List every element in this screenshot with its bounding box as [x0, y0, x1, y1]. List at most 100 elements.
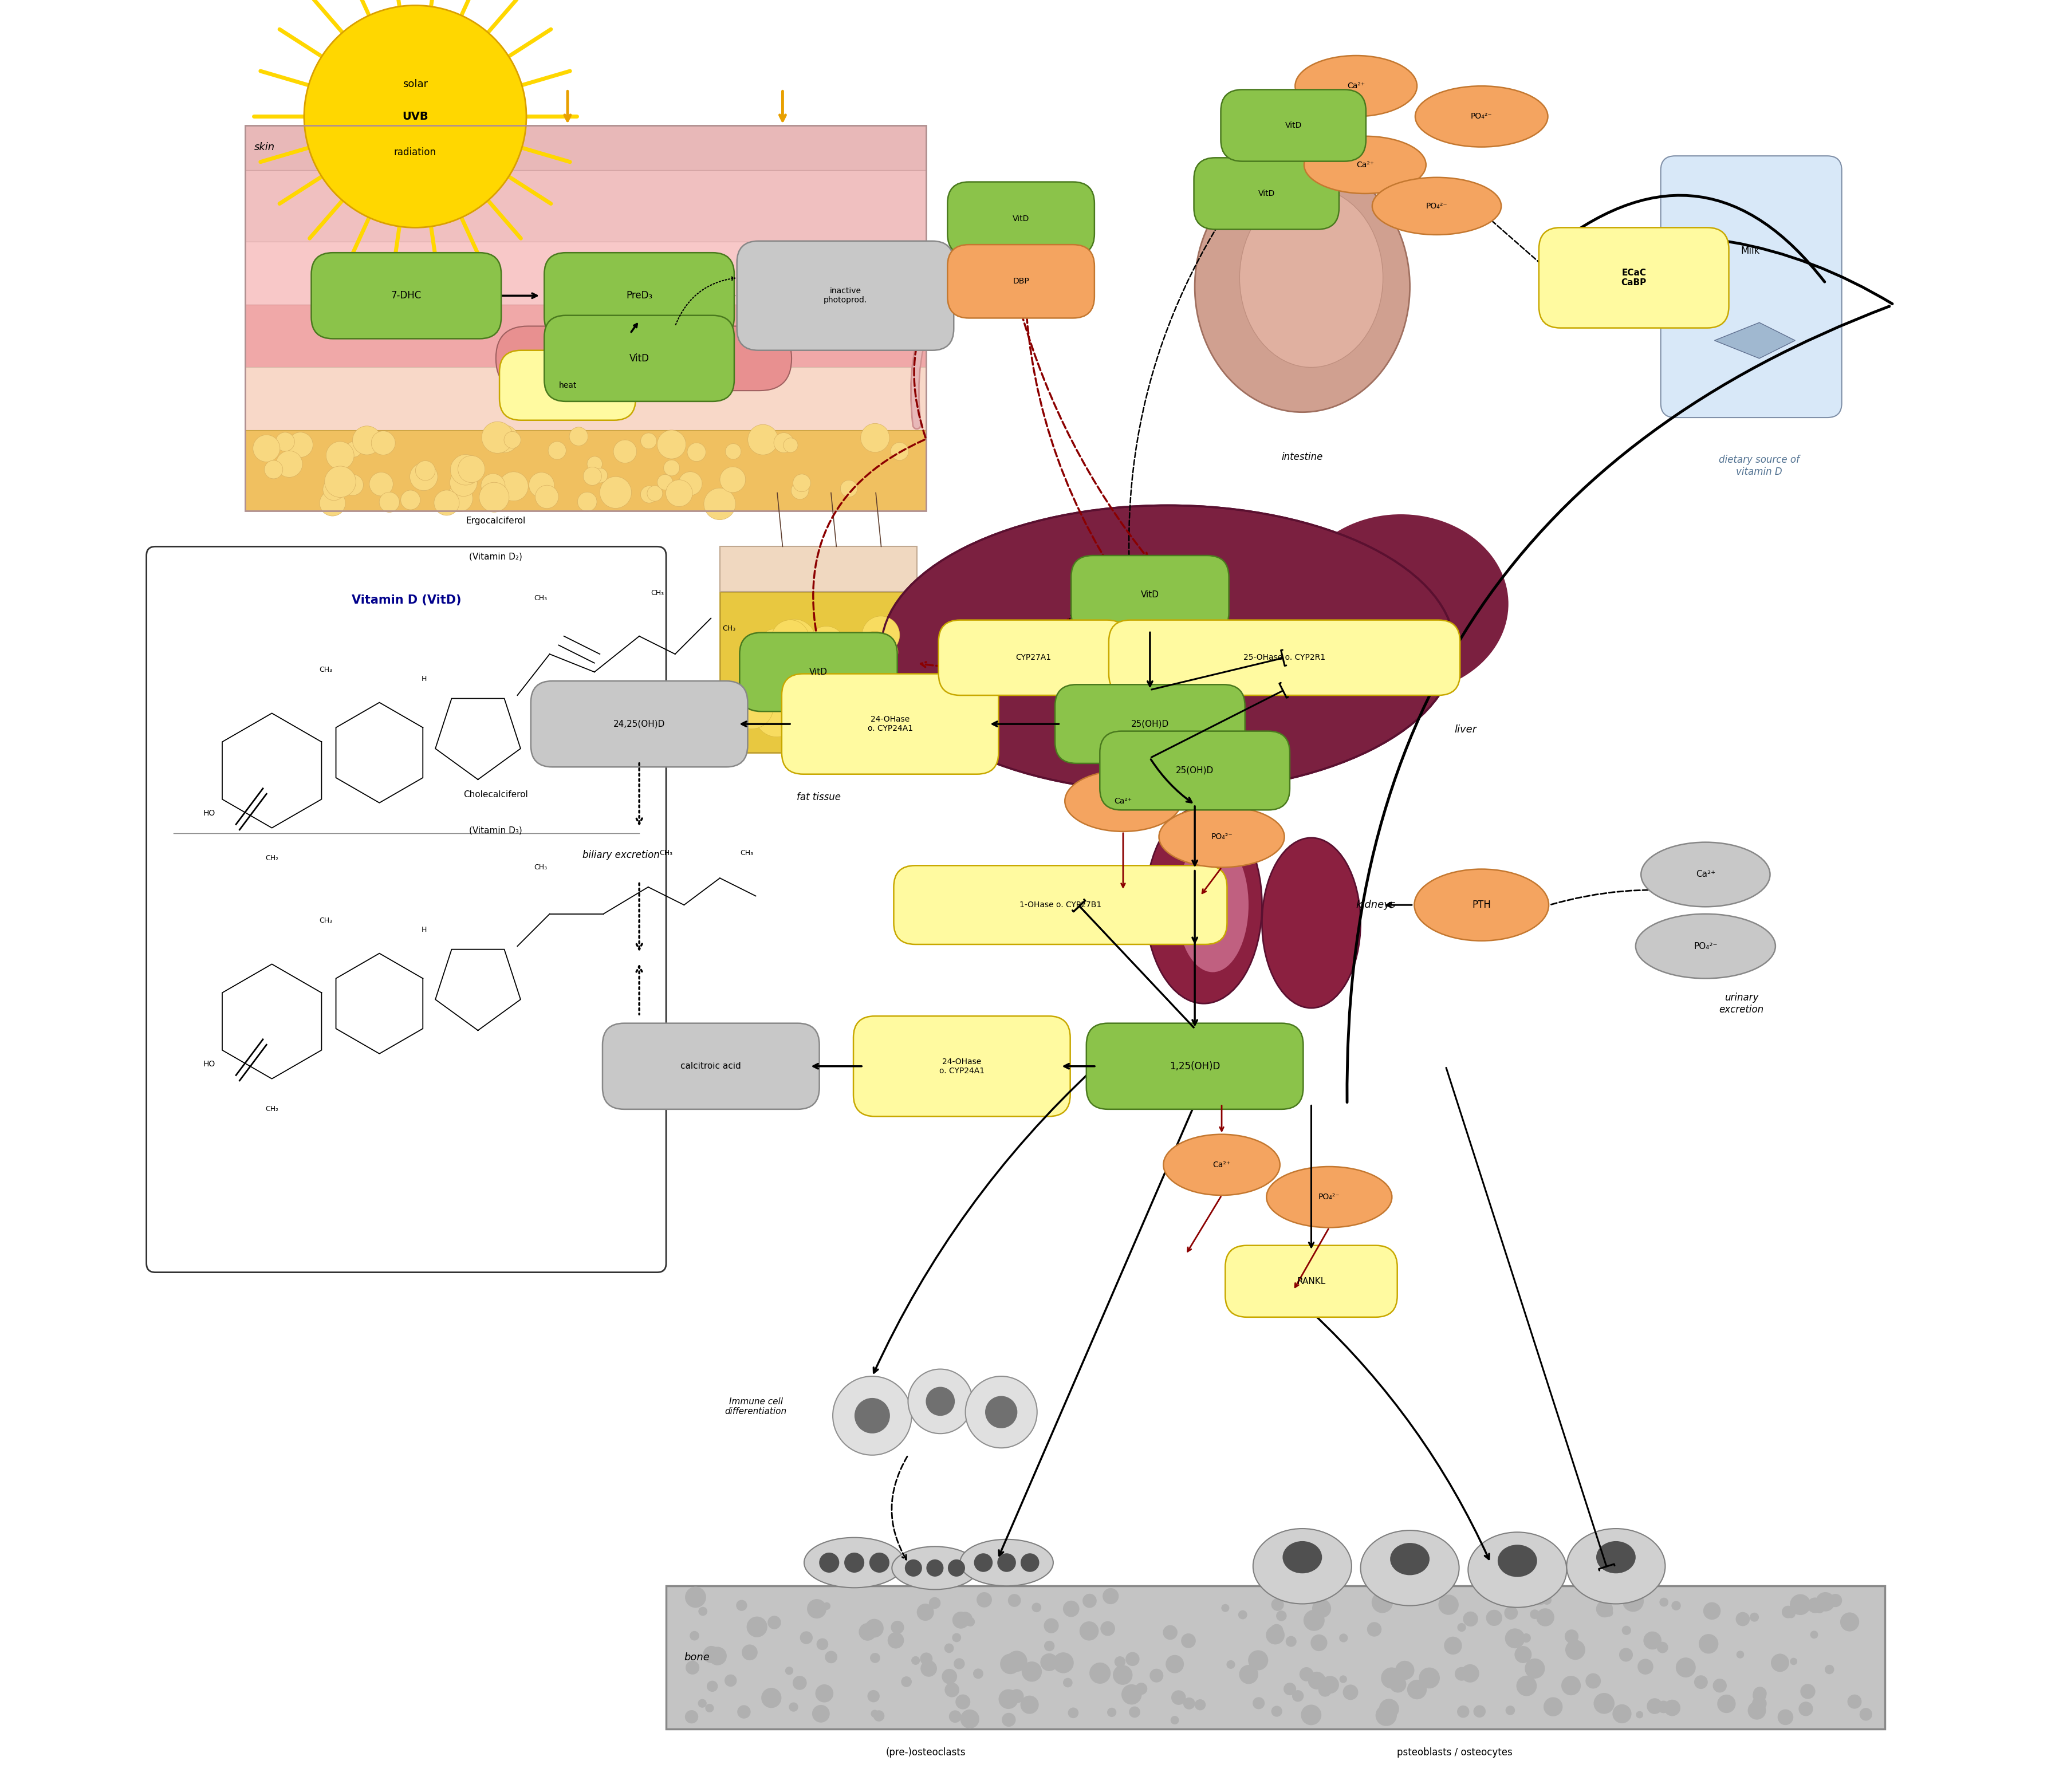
Text: H: H — [422, 676, 428, 683]
Circle shape — [920, 1652, 932, 1665]
Text: Ca²⁺: Ca²⁺ — [1356, 161, 1375, 168]
Circle shape — [614, 439, 637, 462]
Circle shape — [986, 1396, 1017, 1428]
Ellipse shape — [893, 1546, 978, 1590]
Circle shape — [771, 690, 814, 735]
Circle shape — [870, 1552, 889, 1573]
Circle shape — [1300, 1704, 1321, 1726]
Text: CH₃: CH₃ — [721, 625, 736, 633]
Circle shape — [719, 466, 746, 493]
Circle shape — [1585, 1674, 1600, 1688]
FancyBboxPatch shape — [246, 170, 926, 242]
Text: 25(OH)D: 25(OH)D — [1176, 767, 1213, 774]
Text: Ergocalciferol: Ergocalciferol — [465, 516, 525, 525]
Circle shape — [1112, 1665, 1133, 1684]
Circle shape — [1718, 1695, 1736, 1713]
Circle shape — [825, 1650, 837, 1663]
Circle shape — [641, 486, 657, 504]
Circle shape — [907, 1369, 974, 1434]
Circle shape — [446, 486, 473, 513]
Text: psteoblasts / osteocytes: psteoblasts / osteocytes — [1397, 1747, 1513, 1758]
Ellipse shape — [1360, 1530, 1459, 1606]
Circle shape — [686, 1661, 699, 1674]
Circle shape — [1313, 1598, 1331, 1618]
Circle shape — [891, 443, 909, 461]
Circle shape — [657, 475, 672, 489]
Circle shape — [1860, 1708, 1873, 1720]
FancyArrowPatch shape — [1550, 889, 1693, 905]
FancyBboxPatch shape — [531, 681, 748, 767]
Circle shape — [868, 1690, 881, 1702]
Circle shape — [415, 461, 436, 480]
Text: CH₂: CH₂ — [265, 1106, 279, 1113]
Circle shape — [664, 432, 686, 455]
Circle shape — [926, 1559, 943, 1577]
Circle shape — [872, 1710, 885, 1722]
Text: intestine: intestine — [1282, 452, 1323, 462]
Circle shape — [647, 486, 664, 502]
FancyBboxPatch shape — [1660, 156, 1842, 418]
Text: CH₃: CH₃ — [533, 864, 548, 871]
Circle shape — [1536, 1607, 1554, 1627]
Circle shape — [482, 421, 513, 453]
Circle shape — [814, 1684, 833, 1702]
Text: Milk: Milk — [1740, 246, 1759, 256]
Circle shape — [928, 1597, 940, 1609]
Circle shape — [684, 1586, 707, 1607]
Circle shape — [823, 1602, 831, 1609]
Circle shape — [568, 426, 587, 446]
Circle shape — [1786, 1609, 1796, 1618]
Circle shape — [1344, 1684, 1358, 1701]
Circle shape — [699, 1607, 707, 1616]
Circle shape — [862, 616, 899, 654]
Circle shape — [641, 434, 657, 448]
Circle shape — [1031, 1602, 1042, 1613]
FancyBboxPatch shape — [544, 253, 734, 339]
Ellipse shape — [1253, 1529, 1352, 1604]
Circle shape — [1486, 1609, 1503, 1625]
Circle shape — [678, 471, 703, 495]
Ellipse shape — [1499, 1545, 1538, 1577]
Circle shape — [252, 435, 279, 462]
FancyBboxPatch shape — [500, 351, 637, 421]
Text: CH₃: CH₃ — [651, 590, 664, 597]
Circle shape — [742, 1645, 759, 1661]
Circle shape — [1286, 1636, 1296, 1647]
Circle shape — [806, 1598, 827, 1618]
Circle shape — [370, 473, 393, 496]
Circle shape — [684, 1710, 699, 1724]
Circle shape — [320, 491, 345, 516]
FancyBboxPatch shape — [738, 240, 953, 351]
Ellipse shape — [1596, 1541, 1635, 1573]
Circle shape — [1565, 1629, 1579, 1643]
Circle shape — [1238, 1611, 1246, 1620]
FancyBboxPatch shape — [246, 125, 926, 170]
Circle shape — [858, 1624, 876, 1641]
Circle shape — [1825, 1665, 1833, 1674]
Circle shape — [843, 1552, 864, 1573]
Circle shape — [773, 432, 794, 453]
Ellipse shape — [1284, 1541, 1323, 1573]
Circle shape — [785, 1667, 794, 1676]
Circle shape — [1379, 1699, 1399, 1719]
Circle shape — [378, 493, 399, 513]
FancyBboxPatch shape — [781, 674, 998, 774]
Text: radiation: radiation — [395, 147, 436, 158]
Ellipse shape — [1164, 1134, 1279, 1195]
Circle shape — [976, 1591, 992, 1607]
Circle shape — [1660, 1598, 1668, 1607]
Circle shape — [1339, 1634, 1348, 1641]
Circle shape — [870, 1710, 878, 1717]
Text: CYP27A1: CYP27A1 — [1015, 654, 1052, 661]
Circle shape — [858, 631, 893, 667]
Circle shape — [1319, 1683, 1331, 1697]
FancyArrowPatch shape — [1559, 235, 1893, 305]
Circle shape — [1021, 1661, 1042, 1681]
Ellipse shape — [959, 1539, 1054, 1586]
Circle shape — [1114, 1656, 1124, 1667]
FancyBboxPatch shape — [666, 1586, 1885, 1729]
Text: Ca²⁺: Ca²⁺ — [1114, 797, 1133, 805]
Circle shape — [852, 643, 887, 679]
Circle shape — [736, 1600, 746, 1611]
Circle shape — [1089, 1663, 1110, 1684]
